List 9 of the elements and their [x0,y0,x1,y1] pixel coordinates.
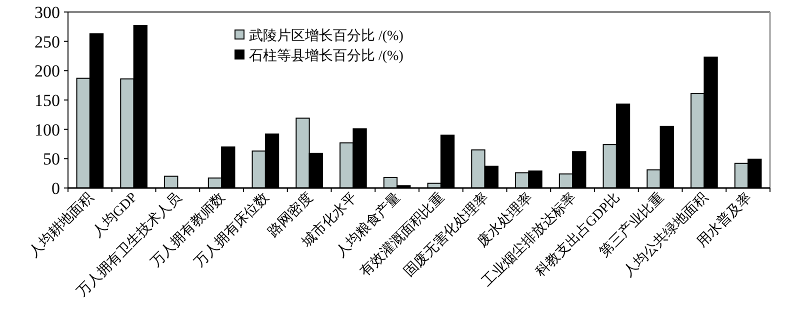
legend-label: 武陵片区增长百分比 /(%) [249,28,404,44]
y-tick-label: 250 [34,32,60,52]
y-tick-label: 150 [34,91,60,110]
y-tick-label: 0 [52,179,60,198]
y-tick-label: 200 [34,62,60,81]
legend-label: 石柱等县增长百分比 /(%) [249,48,404,64]
y-tick-label: 300 [34,3,60,22]
y-tick-label: 50 [43,150,60,169]
y-tick-label: 100 [34,120,60,140]
